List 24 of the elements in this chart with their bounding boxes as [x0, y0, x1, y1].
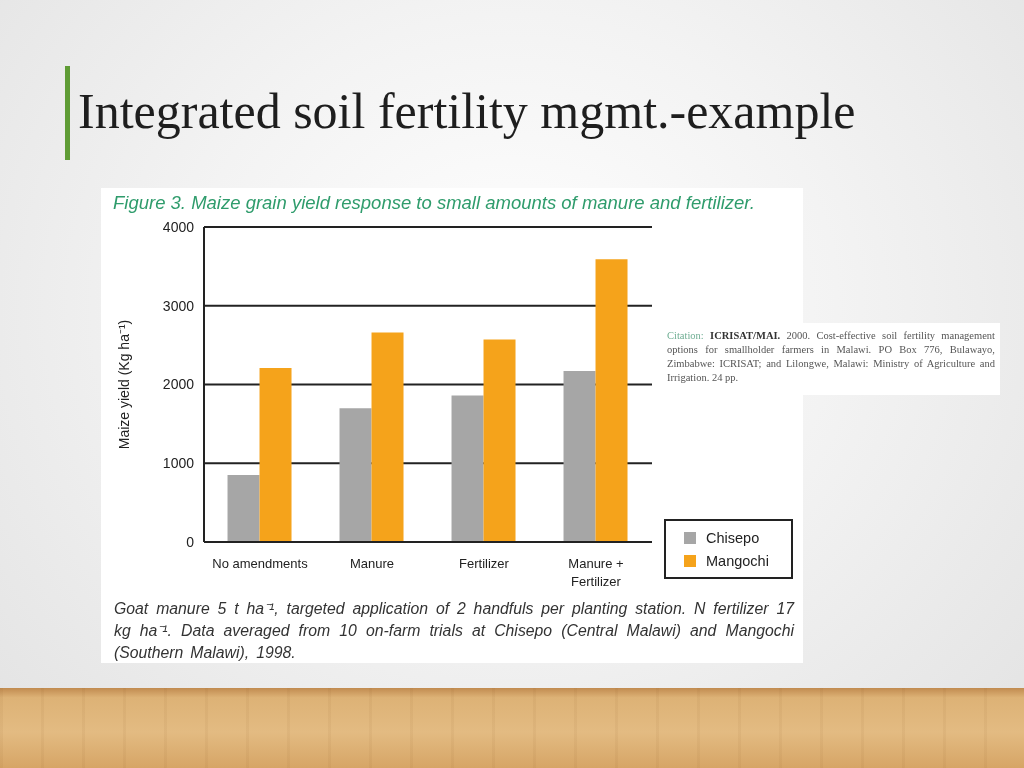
bar — [595, 259, 628, 542]
y-axis-title: Maize yield (Kg ha⁻¹) — [116, 319, 132, 450]
x-tick-label: Manure — [349, 556, 395, 572]
bar — [339, 408, 372, 542]
y-tick-label: 2000 — [162, 376, 195, 393]
bar — [227, 475, 260, 542]
y-tick-label: 4000 — [162, 218, 195, 235]
bar — [563, 371, 596, 542]
bar — [371, 332, 404, 542]
x-tick-label: Manure + Fertilizer — [568, 556, 624, 590]
chart-subtitle: Figure 3. Maize grain yield response to small amounts of manure and fertilizer. — [113, 192, 755, 213]
bar — [483, 339, 516, 542]
x-tick-label: No amendments — [212, 556, 309, 572]
y-tick-label: 3000 — [162, 297, 195, 314]
legend-label: Mangochi — [706, 552, 769, 569]
legend-label: Chisepo — [706, 529, 760, 546]
bar — [451, 395, 484, 542]
y-tick-label: 0 — [186, 533, 195, 550]
x-tick-label: Fertilizer — [459, 556, 510, 572]
chart-title: Integrated soil fertility mgmt.-example — [78, 83, 856, 139]
bar — [259, 367, 292, 542]
y-tick-label: 1000 — [162, 455, 195, 472]
text: Citation: ICRISAT/MAI. 2000. Cost-effective soil fertility management options for smallholder farmers in Malawi. PO Box 776, Bulawayo, Zimbabwe: ICRISAT; and Lilongwe, Malawi: Ministry of Agriculture and Irrigation. 24 pp. — [667, 330, 996, 383]
text: Goat manure 5 t ha⁻¹, targeted application of 2 handfuls per planting station. N fertilizer 17 kg ha⁻¹. Data averaged from 10 on-farm trials at Chisepo (Central Malawi) and Mangochi (Southern Malawi), 1998. — [114, 600, 794, 661]
